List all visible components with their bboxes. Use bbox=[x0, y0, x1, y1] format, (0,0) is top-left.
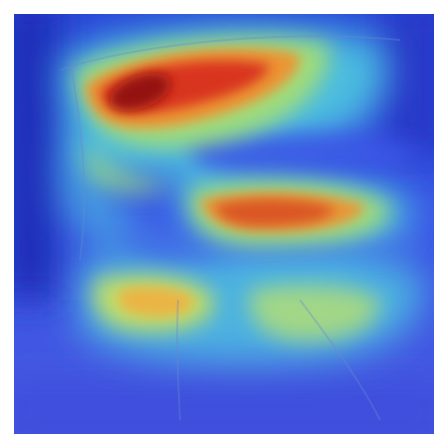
underlying-structure-lines bbox=[59, 35, 401, 421]
heatmap-dark-red-core bbox=[109, 73, 171, 111]
